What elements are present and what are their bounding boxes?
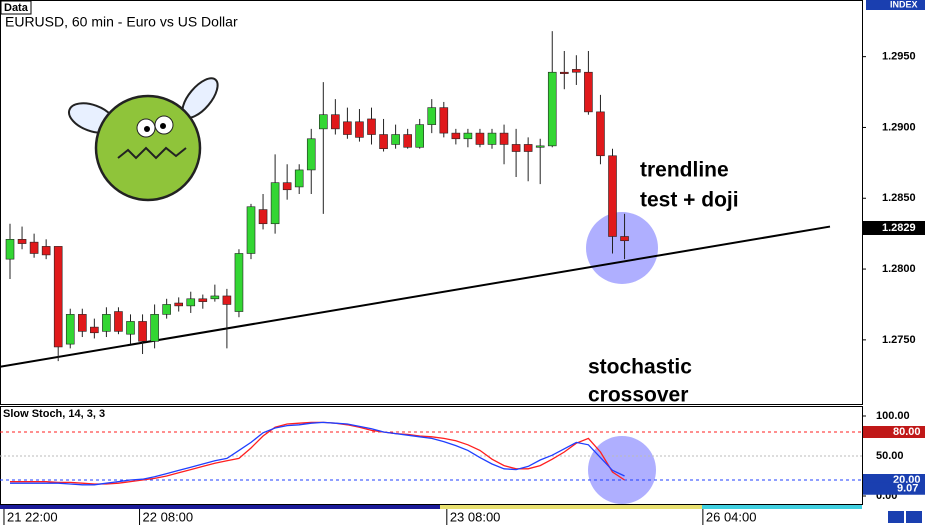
candle-body	[258, 209, 268, 225]
candle-body	[53, 246, 63, 348]
candle-body	[41, 246, 51, 256]
session-strip	[440, 505, 702, 509]
candle-body	[427, 107, 437, 125]
last-value-box	[863, 482, 925, 495]
candle-body	[246, 206, 256, 254]
annotation: test + doji	[640, 189, 739, 212]
candle-body	[162, 304, 171, 315]
candle-body	[198, 298, 208, 302]
trendline	[0, 225, 831, 368]
level-box	[863, 426, 925, 438]
candle-body	[318, 114, 328, 130]
candle-body	[403, 134, 412, 148]
highlight-circle	[588, 436, 656, 504]
stoch-title-box	[1, 407, 121, 420]
candle-body	[391, 134, 400, 145]
y-tick-label: 100.00	[876, 410, 910, 422]
current-price: 1.2829	[882, 222, 916, 234]
candle-body	[78, 314, 87, 332]
x-tick-label: 22 08:00	[143, 509, 194, 524]
level-label: 80.00	[893, 426, 921, 438]
candle-body	[523, 144, 533, 152]
candle-body	[499, 132, 509, 145]
candle-body	[234, 253, 244, 312]
candle-body	[608, 155, 617, 237]
candle-body	[5, 239, 15, 260]
illustration	[68, 77, 219, 202]
y-tick-label: 1.2900	[882, 121, 916, 133]
candle-body	[535, 145, 545, 148]
chart-title: EURUSD, 60 min - Euro vs US Dollar	[5, 14, 238, 30]
candle-body	[102, 314, 111, 332]
candle-body	[150, 314, 159, 342]
scroll-button[interactable]	[888, 511, 904, 523]
annotation: stochastic	[588, 356, 692, 379]
current-price-box	[863, 220, 925, 235]
data-tag-text: Data	[4, 2, 29, 14]
last-value: 9.07	[897, 483, 918, 495]
candle-body	[294, 169, 304, 188]
stoch-line	[10, 421, 625, 486]
session-strip	[702, 505, 862, 509]
candle-body	[65, 314, 75, 345]
candle-body	[355, 121, 364, 138]
axis-tag	[866, 0, 925, 10]
candle-body	[475, 132, 485, 145]
candle-body	[210, 295, 220, 300]
y-tick-label: 1.2800	[882, 263, 916, 275]
price-frame	[0, 0, 863, 405]
x-tick-label: 21 22:00	[7, 509, 58, 524]
candle-body	[90, 326, 99, 334]
y-tick-label: 50.00	[876, 450, 904, 462]
candle-body	[331, 114, 340, 130]
candle-body	[547, 71, 557, 147]
candle-body	[379, 134, 388, 149]
data-tag	[0, 0, 32, 15]
candle-body	[620, 236, 629, 242]
candle-body	[559, 71, 569, 74]
candle-body	[138, 321, 147, 342]
annotation: crossover	[588, 384, 688, 407]
axis-tag-text: INDEX	[890, 0, 918, 9]
candle-body	[222, 295, 232, 305]
session-strip	[0, 505, 440, 509]
candle-body	[29, 241, 39, 254]
y-tick-label: 1.2850	[882, 192, 916, 204]
candle-body	[343, 121, 352, 135]
x-tick-label: 26 04:00	[706, 509, 757, 524]
candle-body	[186, 298, 196, 307]
candle-body	[114, 311, 123, 332]
candle-body	[572, 69, 581, 73]
highlight-circle	[586, 212, 658, 284]
candle-body	[439, 107, 449, 134]
candle-body	[174, 302, 183, 307]
scroll-button[interactable]	[906, 511, 922, 523]
candle-body	[463, 132, 473, 140]
candle-body	[126, 321, 135, 335]
candle-body	[596, 111, 605, 157]
y-tick-label: 1.2750	[882, 334, 916, 346]
stoch-title: Slow Stoch, 14, 3, 3	[3, 408, 105, 420]
x-tick-label: 23 08:00	[450, 509, 501, 524]
candle-body	[451, 132, 461, 140]
candle-body	[282, 182, 292, 191]
candle-body	[487, 132, 497, 145]
candle-body	[415, 124, 425, 148]
candle-body	[511, 144, 521, 152]
candle-body	[367, 118, 376, 135]
annotation: trendline	[640, 159, 729, 182]
candle-body	[17, 239, 27, 244]
candle-body	[584, 71, 593, 113]
y-tick-label: 1.2950	[882, 51, 916, 63]
candle-body	[306, 138, 316, 171]
candle-body	[270, 182, 280, 225]
